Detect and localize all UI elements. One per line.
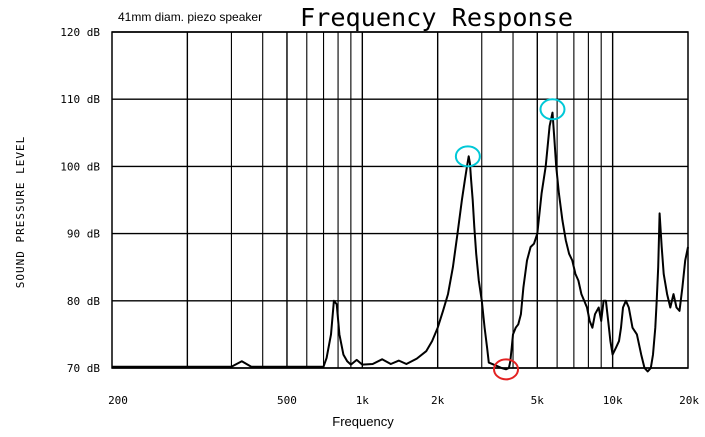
x-tick-label: 1k bbox=[356, 394, 370, 407]
peak-marker-circle bbox=[539, 98, 566, 121]
x-tick-label: 2k bbox=[431, 394, 445, 407]
grid bbox=[112, 31, 688, 369]
series-layer bbox=[112, 111, 689, 373]
tick-labels: 120 dB 110 dB 100 dB 90 dB 80 dB 70 dB 200 500 1… bbox=[60, 26, 699, 407]
x-tick-label: 200 bbox=[108, 394, 128, 407]
dip-marker-circle bbox=[493, 358, 520, 381]
x-tick-label: 10k bbox=[603, 394, 623, 407]
y-tick-label: 100 dB bbox=[60, 160, 100, 173]
x-tick-label: 5k bbox=[531, 394, 545, 407]
y-tick-label: 120 dB bbox=[60, 26, 100, 39]
y-tick-label: 80 dB bbox=[67, 295, 100, 308]
x-axis-label: Frequency bbox=[332, 414, 394, 429]
y-tick-label: 110 dB bbox=[60, 93, 100, 106]
chart-note: 41mm diam. piezo speaker bbox=[118, 10, 262, 24]
response-curve bbox=[112, 111, 689, 373]
y-tick-label: 90 dB bbox=[67, 228, 100, 241]
chart-title: Frequency Response bbox=[300, 3, 573, 32]
x-tick-label: 500 bbox=[277, 394, 297, 407]
y-axis-label: SOUND PRESSURE LEVEL bbox=[14, 136, 27, 288]
y-tick-label: 70 dB bbox=[67, 362, 100, 375]
plot-frame bbox=[111, 31, 689, 369]
peak-marker-circle bbox=[454, 145, 481, 168]
x-tick-label: 20k bbox=[679, 394, 699, 407]
annotation-layer bbox=[454, 98, 566, 381]
